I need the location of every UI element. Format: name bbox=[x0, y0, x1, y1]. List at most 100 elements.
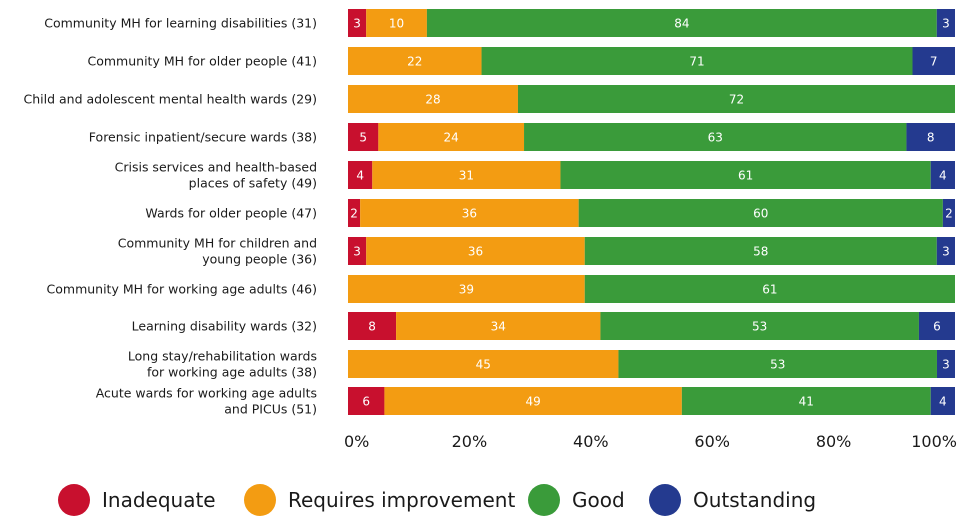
bar-segment-good bbox=[578, 199, 943, 227]
bar-segment-requires-improvement bbox=[378, 123, 525, 151]
data-label: 61 bbox=[762, 283, 777, 297]
x-axis: 0% 20% 40% 60% 80% 100% bbox=[344, 432, 957, 451]
data-label: 84 bbox=[674, 17, 689, 31]
data-label: 61 bbox=[738, 169, 753, 183]
category-label: Community MH for working age adults (46) bbox=[47, 282, 317, 297]
legend-marker-outstanding bbox=[649, 484, 681, 516]
data-label: 7 bbox=[930, 55, 938, 69]
bar-segment-outstanding bbox=[936, 350, 955, 378]
bar-segment-good bbox=[681, 387, 931, 415]
data-label: 10 bbox=[389, 17, 404, 31]
legend-marker-inadequate bbox=[58, 484, 90, 516]
bar-segment-requires-improvement bbox=[366, 237, 585, 265]
category-label: Forensic inpatient/secure wards (38) bbox=[89, 130, 317, 145]
data-label: 49 bbox=[525, 395, 540, 409]
data-label: 53 bbox=[752, 320, 767, 334]
data-label: 39 bbox=[459, 283, 474, 297]
data-label: 36 bbox=[462, 207, 477, 221]
bar-segment-good bbox=[524, 123, 907, 151]
bar-segment-outstanding bbox=[942, 199, 955, 227]
data-label: 6 bbox=[362, 395, 370, 409]
bar-segment-good bbox=[426, 9, 937, 37]
category-labels: Community MH for learning disabilities (… bbox=[24, 16, 318, 417]
data-label: 71 bbox=[689, 55, 704, 69]
data-label: 3 bbox=[942, 17, 950, 31]
data-label: 22 bbox=[407, 55, 422, 69]
bar-segment-good bbox=[584, 275, 955, 303]
data-label: 8 bbox=[927, 131, 935, 145]
data-label: 4 bbox=[939, 169, 947, 183]
bar-segment-outstanding bbox=[936, 9, 955, 37]
data-label: 3 bbox=[942, 245, 950, 259]
data-label: 4 bbox=[356, 169, 364, 183]
bar-segment-requires-improvement bbox=[384, 387, 682, 415]
data-label: 8 bbox=[368, 320, 376, 334]
bar-segment-outstanding bbox=[906, 123, 955, 151]
data-label: 60 bbox=[753, 207, 768, 221]
x-tick-label: 100% bbox=[911, 432, 957, 451]
legend-label: Requires improvement bbox=[288, 488, 515, 512]
category-label: Child and adolescent mental health wards… bbox=[24, 92, 318, 107]
data-label: 45 bbox=[476, 358, 491, 372]
bar-segment-inadequate bbox=[348, 9, 367, 37]
data-label: 2 bbox=[350, 207, 358, 221]
bar-segment-requires-improvement bbox=[396, 312, 601, 340]
data-label: 4 bbox=[939, 395, 947, 409]
legend: Inadequate Requires improvement Good Outsta… bbox=[58, 484, 816, 516]
bar-segment-inadequate bbox=[348, 312, 397, 340]
data-label: 3 bbox=[353, 17, 361, 31]
legend-marker-requires-improvement bbox=[244, 484, 276, 516]
bar-segment-outstanding bbox=[930, 161, 955, 189]
bar-segment-good bbox=[517, 85, 955, 113]
bar-segment-inadequate bbox=[348, 123, 379, 151]
category-label: Community MH for learning disabilities (… bbox=[44, 16, 317, 31]
data-label: 3 bbox=[942, 358, 950, 372]
data-label: 28 bbox=[425, 93, 440, 107]
bar-segment-requires-improvement bbox=[348, 47, 482, 75]
data-label: 34 bbox=[491, 320, 506, 334]
bar-segment-outstanding bbox=[912, 47, 955, 75]
x-tick-label: 20% bbox=[452, 432, 488, 451]
data-label: 6 bbox=[933, 320, 941, 334]
category-label: Crisis services and health-based places o… bbox=[115, 160, 317, 191]
data-label: 58 bbox=[753, 245, 768, 259]
bar-segment-good bbox=[600, 312, 919, 340]
bar-segment-requires-improvement bbox=[348, 275, 585, 303]
data-label: 63 bbox=[708, 131, 723, 145]
data-label: 2 bbox=[945, 207, 953, 221]
legend-marker-good bbox=[528, 484, 560, 516]
category-label: Learning disability wards (32) bbox=[132, 319, 317, 334]
bar-segment-outstanding bbox=[918, 312, 955, 340]
bar-segment-inadequate bbox=[348, 237, 367, 265]
bar-segment-outstanding bbox=[930, 387, 955, 415]
x-tick-label: 60% bbox=[694, 432, 730, 451]
bars: 3 10 84 322 71 728 725 24 63 84 31 61 42 36 60 23 36 58 33… bbox=[348, 9, 955, 415]
data-label: 31 bbox=[459, 169, 474, 183]
bar-segment-inadequate bbox=[348, 161, 373, 189]
bar-segment-good bbox=[560, 161, 931, 189]
data-label: 5 bbox=[359, 131, 367, 145]
bar-segment-requires-improvement bbox=[366, 9, 427, 37]
bar-segment-outstanding bbox=[936, 237, 955, 265]
data-label: 36 bbox=[468, 245, 483, 259]
data-label: 3 bbox=[353, 245, 361, 259]
category-label: Community MH for children and young peopl… bbox=[118, 236, 317, 267]
bar-segment-good bbox=[481, 47, 913, 75]
data-label: 53 bbox=[770, 358, 785, 372]
legend-label: Inadequate bbox=[102, 488, 216, 512]
x-tick-label: 0% bbox=[344, 432, 369, 451]
bar-segment-requires-improvement bbox=[348, 85, 518, 113]
bar-segment-requires-improvement bbox=[348, 350, 619, 378]
data-label: 41 bbox=[799, 395, 814, 409]
bar-segment-good bbox=[584, 237, 937, 265]
data-label: 24 bbox=[444, 131, 459, 145]
data-label: 72 bbox=[729, 93, 744, 107]
category-label: Wards for older people (47) bbox=[145, 206, 317, 221]
category-label: Acute wards for working age adults and PI… bbox=[96, 386, 317, 417]
x-tick-label: 40% bbox=[573, 432, 609, 451]
bar-segment-requires-improvement bbox=[360, 199, 579, 227]
bar-segment-inadequate bbox=[348, 199, 361, 227]
legend-label: Outstanding bbox=[693, 488, 816, 512]
category-label: Long stay/rehabilitation wards for workin… bbox=[128, 349, 317, 380]
